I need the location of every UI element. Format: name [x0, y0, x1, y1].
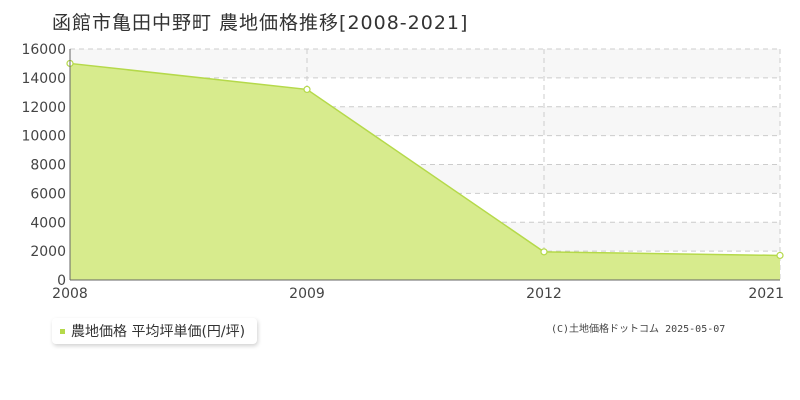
copyright-text: (C)土地価格ドットコム 2025-05-07 [551, 324, 726, 335]
x-tick-label: 2008 [52, 286, 88, 302]
x-tick-label: 2012 [526, 286, 562, 302]
plot-band [70, 49, 780, 78]
y-tick-label: 14000 [21, 71, 66, 87]
y-tick-label: 0 [57, 273, 66, 289]
y-tick-label: 10000 [21, 129, 66, 145]
y-tick-label: 6000 [30, 186, 66, 202]
data-point [776, 251, 784, 260]
data-point [540, 248, 548, 256]
series-line [69, 62, 781, 257]
legend-swatch [60, 328, 65, 334]
y-tick-label: 4000 [30, 215, 66, 231]
legend: 農地価格 平均坪単価(円/坪) [52, 318, 258, 344]
x-tick-label: 2021 [748, 286, 784, 302]
legend-label: 農地価格 平均坪単価(円/坪) [71, 324, 246, 340]
y-tick-label: 16000 [21, 42, 66, 58]
series-area [70, 63, 780, 280]
x-tick-label: 2009 [289, 286, 325, 302]
y-tick-label: 2000 [30, 244, 66, 260]
y-tick-label: 12000 [21, 100, 66, 116]
y-tick-label: 8000 [30, 158, 66, 174]
data-point [303, 85, 311, 94]
chart-title: 函館市亀田中野町 農地価格推移[2008-2021] [52, 12, 469, 34]
